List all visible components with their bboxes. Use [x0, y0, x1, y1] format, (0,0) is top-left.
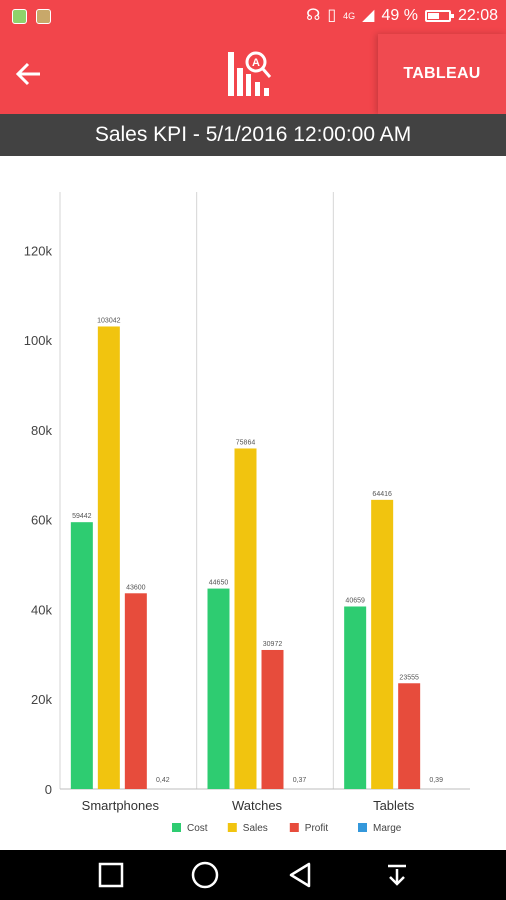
y-tick-label: 0: [45, 782, 52, 797]
legend-swatch: [289, 823, 299, 832]
data-label: 43600: [126, 584, 146, 591]
legend-label: Marge: [373, 823, 402, 834]
x-tick-label: Watches: [232, 798, 283, 813]
y-tick-label: 80k: [31, 423, 52, 438]
network-type-label: 4G: [343, 10, 356, 21]
data-label: 0,42: [156, 777, 170, 784]
data-label: 30972: [263, 641, 283, 648]
back-triangle-icon[interactable]: [286, 860, 316, 890]
bar-cost: [207, 588, 230, 789]
data-label: 44650: [209, 580, 229, 587]
navigation-bar: [0, 850, 506, 900]
y-tick-label: 60k: [31, 513, 52, 528]
bar-sales: [97, 326, 120, 789]
bar-cost: [70, 522, 93, 789]
bar-sales: [371, 499, 394, 789]
notification-image-icon: [36, 9, 51, 24]
headphones-icon: ☊: [306, 7, 321, 24]
app-bar: A TABLEAU: [0, 34, 506, 114]
svg-text:A: A: [252, 57, 260, 69]
legend-swatch: [227, 823, 237, 832]
y-tick-label: 120k: [24, 243, 53, 258]
data-label: 64416: [372, 491, 392, 498]
tableau-button[interactable]: TABLEAU: [378, 34, 506, 114]
data-label: 103042: [97, 317, 120, 324]
battery-percent: 49 %: [381, 7, 418, 24]
data-label: 40659: [345, 597, 365, 604]
sales-kpi-chart: 0 20k 40k 60k 80k 100k 120k 59442 103042 43600 0,4…: [24, 192, 470, 834]
notification-app-icon: [12, 9, 27, 24]
y-tick-label: 20k: [31, 692, 52, 707]
y-tick-label: 100k: [24, 333, 53, 348]
data-label: 0,37: [293, 777, 307, 784]
legend-swatch: [358, 823, 367, 832]
battery-icon: [424, 10, 454, 22]
legend-label: Cost: [187, 823, 208, 834]
status-bar: ☊ ▯ 4G ◢ 49 % 22:08: [0, 0, 506, 34]
bar-cost: [344, 606, 367, 789]
back-arrow-icon[interactable]: [12, 58, 46, 90]
clock: 22:08: [457, 7, 498, 24]
legend-label: Sales: [243, 823, 268, 834]
data-label: 0,39: [429, 777, 443, 784]
notification-pulldown-icon[interactable]: [382, 860, 412, 890]
y-tick-label: 40k: [31, 602, 52, 617]
x-tick-label: Tablets: [373, 798, 415, 813]
bar-profit: [398, 683, 421, 789]
home-circle-icon[interactable]: [190, 860, 220, 890]
app-logo-icon: A: [228, 51, 272, 96]
legend-label: Profit: [305, 823, 329, 834]
page-title: Sales KPI - 5/1/2016 12:00:00 AM: [94, 123, 412, 146]
recents-square-icon[interactable]: [96, 860, 126, 890]
bar-profit: [261, 649, 284, 789]
chart-title-bar: Sales KPI - 5/1/2016 12:00:00 AM: [0, 114, 506, 156]
data-label: 23555: [399, 674, 419, 681]
legend-swatch: [172, 823, 181, 832]
signal-icon: ◢: [362, 7, 375, 24]
data-label: 59442: [72, 513, 92, 520]
x-tick-label: Smartphones: [82, 798, 160, 813]
data-label: 75864: [236, 439, 256, 446]
vibrate-icon: ▯: [327, 7, 337, 24]
bar-profit: [124, 593, 147, 789]
bar-sales: [234, 448, 257, 789]
